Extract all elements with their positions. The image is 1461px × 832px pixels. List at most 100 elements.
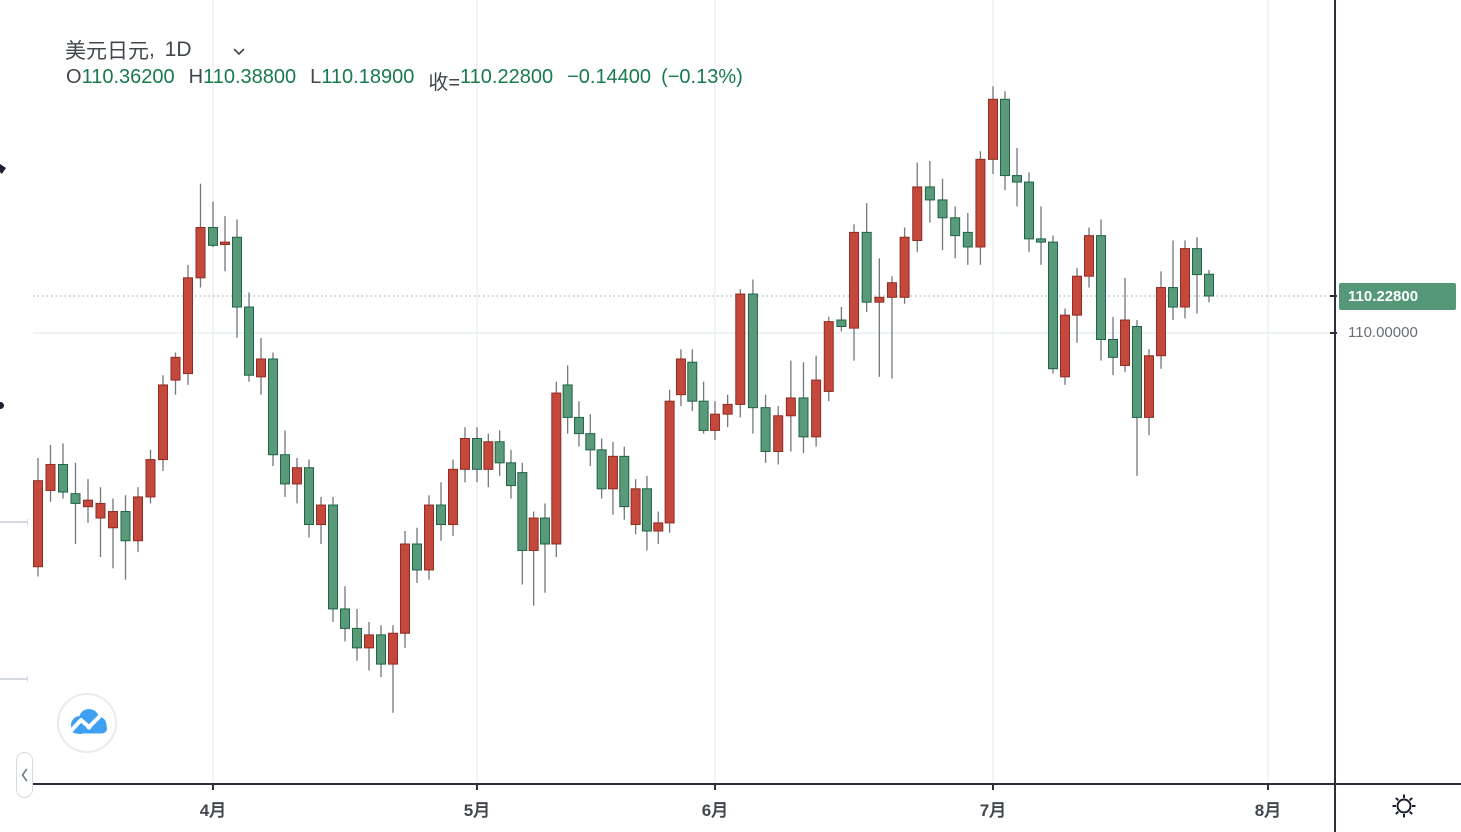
candle-body	[1048, 241, 1058, 370]
price-axis-tick	[1330, 332, 1337, 334]
candle-body	[811, 379, 822, 438]
left-edge-dot	[0, 402, 4, 409]
x-axis-label: 7月	[979, 801, 1007, 820]
candle-body	[424, 504, 434, 571]
x-axis-label: 8月	[1254, 801, 1282, 820]
candle-body	[232, 236, 242, 308]
change-value: −0.14400	[567, 66, 652, 88]
candle-body	[798, 397, 809, 438]
candle-body	[1072, 275, 1082, 316]
scroll-left-button[interactable]	[16, 752, 33, 798]
timeframe-selector[interactable]: 1D	[164, 38, 192, 61]
candle-body	[551, 392, 562, 545]
candle-body	[45, 463, 56, 491]
left-edge-mark	[0, 164, 6, 174]
cloud-chart-icon	[71, 709, 107, 734]
candle-body	[950, 217, 961, 237]
candle-body	[698, 400, 709, 431]
candle-body	[722, 403, 733, 415]
sun-icon[interactable]	[1390, 792, 1418, 820]
high-label: H	[188, 66, 204, 88]
candle-body	[304, 467, 314, 526]
candle-body	[244, 306, 254, 376]
candlestick-chart[interactable]	[0, 0, 1334, 783]
candle-body	[1204, 273, 1214, 297]
candle-body	[108, 511, 118, 529]
candle-body	[256, 358, 266, 378]
candle-body	[1180, 248, 1190, 308]
candle-body	[268, 358, 278, 456]
candle-body	[562, 384, 573, 418]
symbol-comma: ,	[149, 38, 161, 61]
price-axis-label: 110.00000	[1348, 324, 1418, 341]
candle-body	[861, 231, 872, 303]
candle-body	[899, 236, 910, 298]
candle-body	[886, 282, 897, 298]
candle-body	[340, 608, 350, 629]
candle-body	[1060, 314, 1070, 378]
candle-body	[220, 241, 230, 246]
candle-body	[1156, 287, 1166, 357]
candle-body	[962, 231, 973, 248]
candle-body	[1096, 235, 1106, 340]
candle-body	[280, 454, 290, 485]
candle-body	[158, 384, 168, 461]
time-axis-tick	[1267, 785, 1269, 790]
low-label: L	[310, 66, 322, 88]
time-axis-tick	[714, 785, 716, 790]
candle-body	[773, 415, 784, 452]
candle-body	[975, 158, 986, 248]
chart-canvas	[33, 0, 1334, 783]
open-value: 110.36200	[81, 66, 175, 88]
candle-body	[208, 227, 218, 246]
candle-body	[517, 472, 528, 551]
candle-body	[376, 634, 386, 665]
candle-body	[328, 504, 338, 610]
time-axis-tick	[212, 785, 214, 790]
left-axis-stub	[0, 519, 28, 524]
candle-body	[183, 277, 193, 375]
candle-body	[483, 441, 494, 470]
candle-body	[585, 433, 596, 451]
candle-body	[400, 543, 410, 634]
candle-body	[988, 98, 998, 160]
candle-body	[596, 449, 607, 490]
candle-body	[460, 437, 470, 470]
candle-body	[120, 511, 131, 542]
symbol-header: 美元日元, 1D	[65, 14, 245, 86]
candle-body	[1036, 238, 1046, 243]
candle-body	[70, 493, 81, 504]
ohlc-legend: O 110.36200 H 110.38800 L 110.18900 收= 110.2…	[66, 66, 753, 95]
chevron-down-icon[interactable]	[198, 14, 245, 86]
last-price-badge: 110.22800	[1339, 283, 1456, 310]
provider-logo[interactable]	[57, 693, 117, 753]
candle-body	[675, 358, 686, 396]
candle-body	[195, 227, 206, 279]
symbol-name[interactable]: 美元日元	[65, 40, 149, 63]
x-axis-label: 6月	[701, 801, 729, 820]
x-axis-label: 4月	[199, 801, 227, 820]
candle-body	[912, 186, 923, 241]
time-axis[interactable]	[33, 783, 1461, 785]
candle-body	[1168, 287, 1178, 308]
open-label: O	[66, 66, 82, 88]
candle-body	[1084, 235, 1094, 277]
candle-body	[785, 397, 796, 417]
price-axis[interactable]	[1334, 0, 1336, 832]
change-percent: (−0.13%)	[661, 66, 743, 88]
candle-body	[1120, 319, 1130, 366]
chevron-left-icon	[21, 768, 28, 782]
candle-body	[619, 455, 630, 508]
candle-body	[1012, 175, 1022, 183]
candle-body	[1024, 181, 1034, 240]
candle-body	[83, 499, 93, 508]
candle-body	[823, 321, 834, 392]
candle-body	[145, 459, 156, 498]
candle-body	[760, 407, 771, 452]
candle-body	[539, 517, 550, 545]
candle-body	[1144, 355, 1154, 418]
candle-body	[170, 356, 181, 381]
candle-body	[937, 199, 948, 219]
candle-body	[1192, 248, 1202, 276]
